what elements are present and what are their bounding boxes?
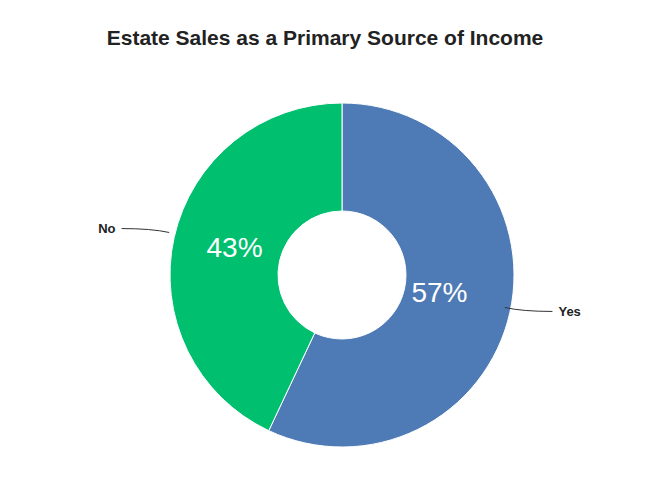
svg-text:No: No (98, 221, 115, 236)
svg-text:43%: 43% (207, 232, 263, 263)
html-text:Estate Sales as a Primary Sour: Estate Sales as a Primary Source of Inco… (106, 26, 544, 49)
svg-text:Yes: Yes (558, 304, 580, 319)
svg-text:57%: 57% (411, 277, 467, 308)
